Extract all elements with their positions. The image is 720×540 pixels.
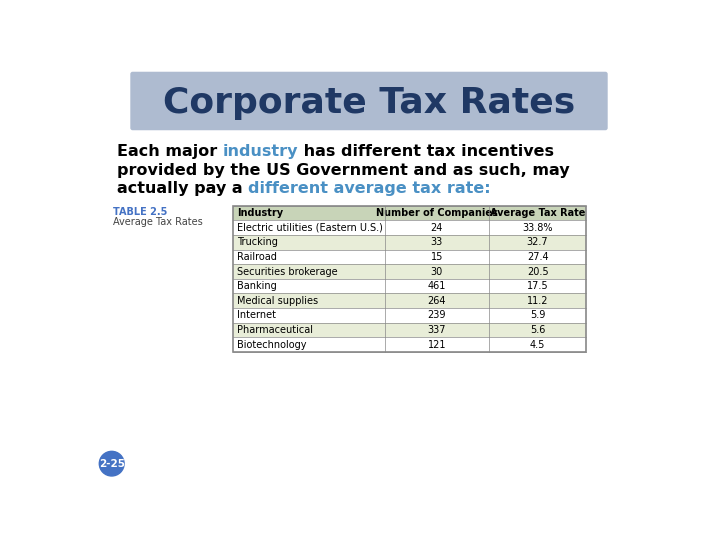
FancyBboxPatch shape <box>130 72 608 130</box>
Text: 33.8%: 33.8% <box>522 222 553 233</box>
Text: Pharmaceutical: Pharmaceutical <box>238 325 313 335</box>
Text: Average Tax Rate: Average Tax Rate <box>490 208 585 218</box>
Text: 461: 461 <box>428 281 446 291</box>
Text: 33: 33 <box>431 237 443 247</box>
Text: Medical supplies: Medical supplies <box>238 296 318 306</box>
Text: Biotechnology: Biotechnology <box>238 340 307 350</box>
Bar <box>233 338 586 352</box>
Text: actually pay a: actually pay a <box>117 181 248 196</box>
Text: Banking: Banking <box>238 281 277 291</box>
Text: Industry: Industry <box>238 208 284 218</box>
Text: 27.4: 27.4 <box>527 252 549 262</box>
Text: Each major: Each major <box>117 144 223 159</box>
Text: 32.7: 32.7 <box>527 237 549 247</box>
Text: 5.9: 5.9 <box>530 310 545 320</box>
Text: Electric utilities (Eastern U.S.): Electric utilities (Eastern U.S.) <box>238 222 383 233</box>
Bar <box>233 294 586 308</box>
Text: 20.5: 20.5 <box>527 267 549 276</box>
Text: different average tax rate:: different average tax rate: <box>248 181 491 196</box>
Text: 15: 15 <box>431 252 443 262</box>
Text: 239: 239 <box>428 310 446 320</box>
Text: 11.2: 11.2 <box>527 296 549 306</box>
Text: Securities brokerage: Securities brokerage <box>238 267 338 276</box>
Text: TABLE 2.5: TABLE 2.5 <box>113 207 168 217</box>
Text: Average Tax Rates: Average Tax Rates <box>113 217 203 227</box>
Bar <box>233 308 586 323</box>
Text: 5.6: 5.6 <box>530 325 545 335</box>
Text: 30: 30 <box>431 267 443 276</box>
Text: 24: 24 <box>431 222 443 233</box>
Circle shape <box>99 451 124 476</box>
Text: 264: 264 <box>428 296 446 306</box>
Text: industry: industry <box>223 144 299 159</box>
Text: has different tax incentives: has different tax incentives <box>299 144 554 159</box>
Bar <box>233 206 586 220</box>
Text: Number of Companies: Number of Companies <box>376 208 498 218</box>
FancyBboxPatch shape <box>86 60 652 485</box>
Text: 121: 121 <box>428 340 446 350</box>
Text: Trucking: Trucking <box>238 237 278 247</box>
Text: 17.5: 17.5 <box>527 281 549 291</box>
Text: Internet: Internet <box>238 310 276 320</box>
Text: Railroad: Railroad <box>238 252 277 262</box>
Text: 337: 337 <box>428 325 446 335</box>
Bar <box>233 323 586 338</box>
Text: 4.5: 4.5 <box>530 340 545 350</box>
Bar <box>233 220 586 235</box>
Bar <box>233 206 586 352</box>
Text: 2-25: 2-25 <box>99 458 125 469</box>
Text: provided by the US Government and as such, may: provided by the US Government and as suc… <box>117 163 570 178</box>
Text: Corporate Tax Rates: Corporate Tax Rates <box>163 85 575 119</box>
Bar <box>233 235 586 249</box>
Bar <box>233 279 586 294</box>
Bar <box>233 249 586 264</box>
Bar <box>233 264 586 279</box>
